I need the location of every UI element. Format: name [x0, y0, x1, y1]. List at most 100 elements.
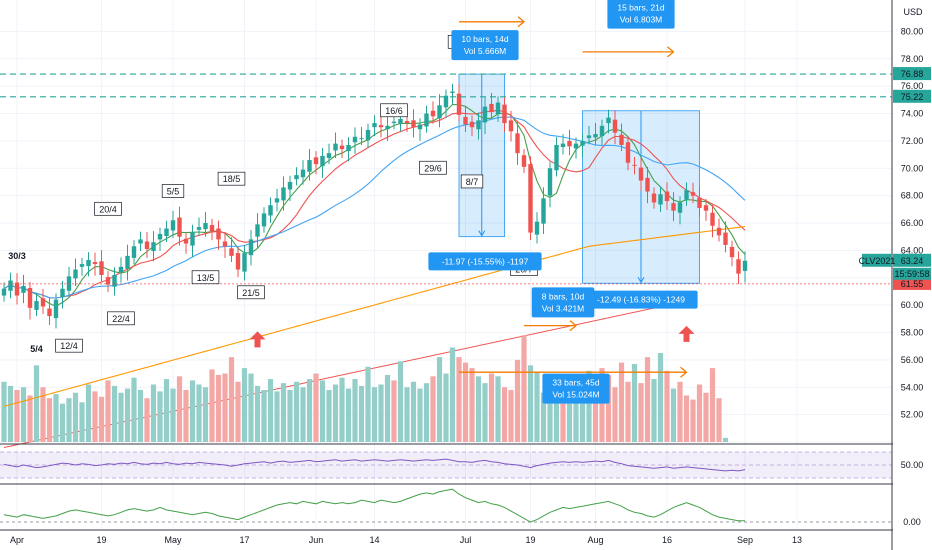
annotation-label: 30/3 — [8, 251, 26, 261]
candle-body — [651, 193, 657, 203]
volume-bar — [527, 365, 534, 442]
candle-body — [248, 239, 254, 256]
price-tick-label: 66.00 — [901, 218, 924, 228]
candle-body — [313, 157, 319, 165]
volume-bar — [176, 376, 183, 442]
candle-body — [209, 225, 215, 232]
volume-bar — [547, 387, 553, 442]
volume-bar — [352, 379, 358, 442]
volume-bar — [280, 383, 287, 442]
volume-bar — [449, 347, 456, 442]
indicator-panes — [0, 443, 932, 531]
candle-body — [216, 228, 221, 240]
candle-body — [105, 277, 111, 285]
arrow-drawings[interactable] — [249, 16, 695, 378]
annotation-box — [419, 160, 447, 175]
candle-body — [151, 242, 156, 252]
horizontal-levels[interactable] — [0, 73, 892, 285]
candle-body — [196, 227, 202, 230]
volume-bar — [235, 381, 241, 442]
volume-bar — [20, 387, 27, 442]
volume-bar — [59, 403, 66, 442]
candle-body — [274, 198, 280, 203]
volume-bar — [716, 398, 722, 442]
price-tag-text: 76.88 — [901, 69, 924, 79]
volume-bar — [501, 387, 508, 442]
volume-bar — [14, 389, 20, 442]
volume-bar — [534, 372, 540, 442]
candle-body — [40, 298, 46, 307]
candle-body — [489, 103, 494, 113]
candle-body — [294, 175, 299, 180]
candle-body — [34, 301, 39, 310]
measure-label-text: 8 bars, 10d — [542, 291, 585, 301]
candle-body — [235, 253, 241, 270]
candle-body — [573, 143, 579, 149]
candle-body — [560, 143, 566, 148]
volume-bar — [92, 391, 98, 442]
annotation-box — [161, 184, 185, 198]
volume-bar — [670, 388, 677, 442]
orange-arrow-head — [517, 16, 526, 28]
candle-body — [450, 91, 455, 93]
volume-bar — [46, 398, 53, 442]
time-tick-label: 13 — [792, 535, 802, 545]
volume-bar — [261, 389, 267, 442]
volume-bar — [209, 369, 215, 442]
volume-bar — [423, 383, 430, 442]
volume-bar — [118, 392, 124, 442]
range-arrow-head — [478, 230, 486, 237]
range-boxes[interactable] — [458, 73, 700, 284]
price-tick-label: 74.00 — [901, 109, 924, 119]
candle-body — [476, 120, 481, 130]
price-tick-label: 68.00 — [901, 191, 924, 201]
volume-bar — [72, 392, 79, 442]
volume-bar — [475, 376, 482, 442]
measure-label-box — [607, 0, 675, 29]
volume-bar — [514, 359, 521, 442]
candle-body — [229, 248, 234, 256]
price-tick-label: 60.00 — [901, 300, 924, 310]
volume-bar — [553, 377, 560, 442]
volume-bar — [631, 363, 638, 442]
measure-label-text: 10 bars, 14d — [461, 34, 509, 44]
candle-body — [677, 202, 683, 213]
candle-body — [482, 106, 488, 123]
annotation-label: 13/5 — [197, 273, 215, 283]
time-axis[interactable]: Apr 19 May 17 Jun 14 Jul 19 Aug 16 Sep 13 — [10, 535, 802, 545]
measure-label-text: 15 bars, 21d — [617, 3, 665, 13]
annotation-label: 8/7 — [466, 177, 479, 187]
candle-body — [164, 228, 169, 237]
volume-bar — [248, 373, 254, 442]
volume-bar — [287, 389, 293, 442]
candle-body — [79, 264, 85, 267]
orange-arrow-head — [680, 366, 688, 378]
annotation-box — [217, 171, 246, 186]
candle-body — [456, 93, 462, 115]
volume-bar — [163, 379, 170, 442]
volume-bar — [378, 384, 384, 442]
annotation-box — [107, 311, 135, 326]
candle-body — [92, 262, 98, 265]
price-axis[interactable]: USD52.0054.0056.0058.0060.0062.0064.0066… — [859, 0, 932, 550]
volume-bar — [111, 385, 118, 442]
measure-label-text: -12.49 (-16.83%) -1249 — [597, 295, 685, 305]
candle-body — [619, 134, 624, 145]
volume-bar — [579, 389, 586, 442]
candle-body — [502, 104, 507, 124]
candle-body — [690, 192, 696, 196]
candle-body — [346, 144, 351, 152]
candle-body — [255, 224, 260, 237]
up-arrow-icon — [678, 325, 695, 342]
volume-bar — [573, 380, 579, 442]
candle-body — [8, 280, 13, 291]
volume-bar — [618, 362, 625, 442]
volume-bar — [170, 388, 176, 442]
date-annotations[interactable]: 30/3 5/4 12/4 20/4 22/4 5/5 13/5 18/5 21/5 16/6 29… — [8, 34, 538, 354]
price-tick-label: 64.00 — [901, 245, 924, 255]
candle-body — [1, 288, 7, 296]
measure-label-text: Vol 15.024M — [552, 390, 599, 400]
measurement-labels[interactable]: 10 bars, 14d Vol 5.666M -11.97 (-15.55%) -… — [428, 0, 698, 404]
volume-bar — [33, 365, 40, 442]
